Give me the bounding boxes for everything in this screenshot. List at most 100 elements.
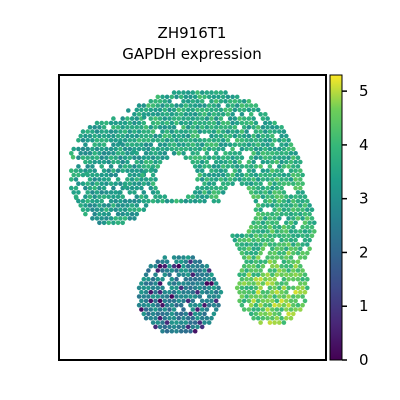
scatter-point: [202, 129, 207, 134]
scatter-point: [174, 94, 179, 100]
scatter-point: [78, 203, 83, 208]
scatter-point: [132, 198, 137, 204]
scatter-point: [70, 154, 76, 160]
scatter-point: [307, 220, 312, 226]
scatter-point: [204, 185, 210, 191]
scatter-point: [104, 146, 109, 152]
scatter-point: [141, 164, 147, 169]
scatter-point: [155, 138, 161, 143]
scatter-point: [157, 116, 163, 121]
scatter-point: [143, 203, 149, 208]
colorbar-tick-label: 4: [359, 136, 369, 154]
scatter-point: [160, 120, 165, 126]
scatter-point: [211, 112, 217, 117]
scatter-point: [192, 294, 198, 299]
scatter-point: [164, 320, 170, 325]
scatter-point: [204, 151, 210, 156]
scatter-point: [309, 207, 315, 212]
scatter-point: [204, 281, 210, 286]
scatter-point: [127, 198, 133, 204]
scatter-point: [183, 294, 189, 299]
scatter-point: [73, 185, 79, 191]
scatter-point: [134, 168, 140, 173]
scatter-point: [125, 177, 130, 182]
scatter-point: [192, 129, 198, 134]
scatter-point: [216, 302, 221, 308]
scatter-point: [281, 268, 287, 273]
scatter-point: [74, 195, 79, 201]
scatter-point: [85, 146, 90, 152]
scatter-point: [185, 90, 191, 95]
scatter-point: [258, 138, 263, 143]
scatter-point: [141, 276, 147, 282]
scatter-point: [260, 281, 266, 286]
scatter-point: [162, 151, 168, 156]
scatter-point: [291, 276, 296, 282]
scatter-point: [115, 125, 121, 130]
scatter-point: [211, 181, 217, 186]
scatter-point: [185, 133, 191, 139]
scatter-point: [298, 229, 303, 234]
scatter-point: [263, 233, 268, 239]
scatter-point: [157, 107, 163, 113]
scatter-point: [277, 146, 282, 152]
scatter-point: [281, 224, 287, 230]
scatter-point: [155, 268, 161, 273]
scatter-point: [288, 203, 294, 208]
scatter-point: [136, 129, 142, 134]
scatter-point: [237, 99, 242, 104]
scatter-point: [122, 216, 128, 221]
scatter-point: [146, 129, 151, 134]
scatter-point: [263, 311, 268, 317]
scatter-point: [155, 190, 161, 195]
scatter-point: [176, 281, 182, 286]
scatter-point: [129, 177, 135, 182]
scatter-point: [136, 198, 142, 204]
scatter-point: [251, 168, 256, 173]
scatter-point: [288, 142, 294, 147]
scatter-point: [181, 263, 186, 269]
scatter-point: [265, 211, 270, 217]
scatter-point: [167, 263, 172, 269]
scatter-point: [202, 276, 207, 282]
scatter-point: [197, 120, 203, 126]
scatter-point: [272, 294, 277, 299]
scatter-point: [298, 307, 303, 312]
scatter-point: [136, 120, 142, 126]
scatter-point: [183, 103, 189, 108]
scatter-point: [204, 107, 210, 113]
scatter-point: [204, 307, 210, 312]
scatter-point: [160, 146, 165, 152]
scatter-point: [248, 250, 254, 256]
scatter-point: [246, 298, 252, 304]
scatter-point: [277, 164, 282, 169]
scatter-point: [199, 177, 205, 182]
scatter-point: [291, 164, 296, 169]
scatter-point: [253, 311, 259, 317]
scatter-point: [83, 159, 88, 165]
scatter-point: [234, 155, 240, 160]
scatter-point: [206, 268, 212, 273]
scatter-point: [258, 320, 263, 325]
scatter-point: [111, 142, 116, 147]
scatter-point: [279, 246, 284, 252]
scatter-point: [127, 172, 133, 178]
scatter-point: [218, 168, 224, 173]
scatter-point: [274, 177, 280, 182]
scatter-point: [234, 242, 240, 247]
scatter-point: [251, 116, 256, 121]
scatter-point: [162, 125, 168, 130]
scatter-point: [230, 120, 235, 126]
scatter-point: [83, 133, 88, 139]
scatter-point: [298, 281, 303, 286]
scatter-point: [143, 307, 149, 312]
scatter-point: [239, 250, 245, 256]
scatter-point: [209, 281, 214, 286]
scatter-point: [111, 159, 116, 165]
scatter-point: [277, 129, 282, 134]
scatter-point: [176, 324, 182, 330]
scatter-point: [206, 164, 212, 169]
scatter-point: [253, 224, 259, 230]
scatter-point: [284, 263, 289, 269]
